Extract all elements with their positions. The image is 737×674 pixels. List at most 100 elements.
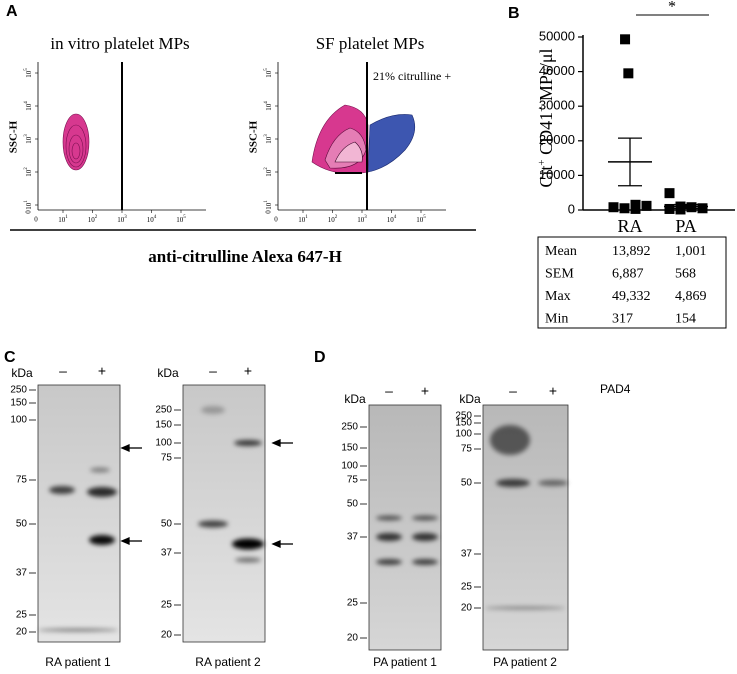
y-tick-label: 104 [24, 101, 32, 111]
x-tick-label: 101 [298, 215, 308, 223]
band [235, 557, 261, 563]
tick-exponent: 3 [24, 134, 29, 137]
band [485, 606, 565, 610]
tick-exponent: 1 [24, 200, 29, 203]
label-part: CD41 [536, 112, 556, 160]
band [376, 515, 402, 521]
blot-image [182, 384, 266, 643]
blot-image [37, 384, 121, 643]
band [412, 559, 438, 565]
y-tick-label: 101 [264, 200, 272, 210]
x-tick-label: 0 [34, 216, 38, 224]
tick-exponent: 4 [154, 215, 157, 220]
tick-base: 10 [25, 136, 33, 144]
blot-bands [376, 515, 438, 565]
marker-label: 25 [461, 582, 473, 593]
table-border [537, 236, 727, 329]
marker-label: 150 [155, 420, 172, 431]
x-tick-label: 105 [416, 215, 426, 223]
cell: 1,001 [675, 244, 707, 259]
band [201, 406, 225, 414]
marker-label: 20 [161, 630, 173, 641]
y-tick-label: 102 [24, 167, 32, 177]
marker-label: 250 [341, 422, 358, 433]
marker-label: 25 [347, 598, 359, 609]
blot-image [368, 404, 442, 651]
marker-label: 20 [347, 633, 359, 644]
tick-base: 10 [265, 202, 273, 210]
tick-exponent: 5 [264, 68, 269, 71]
row-label: Mean [545, 244, 577, 259]
lane-label: – [59, 363, 67, 379]
tick-base: 10 [25, 103, 33, 111]
point [620, 34, 631, 45]
tick-base: 10 [58, 216, 66, 224]
blot-bands [38, 467, 118, 632]
tick-base: 10 [25, 169, 33, 177]
point [630, 203, 641, 214]
point [619, 203, 630, 214]
lane-label: – [509, 383, 517, 399]
band [49, 486, 75, 494]
x-tick-label: 0 [274, 216, 278, 224]
band [490, 425, 530, 455]
marker-label: 50 [461, 478, 473, 489]
blot-caption: PA patient 2 [493, 655, 557, 669]
x-tick-label: PA [675, 216, 696, 236]
y-tick-label: 101 [24, 200, 32, 210]
point [608, 202, 619, 213]
lane-label: – [209, 363, 217, 379]
label-part: Cit [536, 166, 556, 188]
x-tick-label: 103 [117, 215, 127, 223]
point [664, 203, 675, 214]
marker-label: 250 [455, 411, 472, 422]
tick-base: 10 [357, 216, 365, 224]
x-tick-label: 105 [176, 215, 186, 223]
marker-label: 37 [461, 549, 473, 560]
lane-label: + [98, 363, 106, 379]
marker-label: 100 [10, 415, 27, 426]
annotation: 21% citrulline + [373, 69, 451, 83]
tick-base: 10 [387, 216, 395, 224]
lane-label: + [244, 363, 252, 379]
contour [62, 113, 90, 171]
point [675, 204, 686, 215]
tick-exponent: 2 [24, 167, 29, 170]
y-tick-label: 105 [264, 68, 272, 78]
y-tick-label: 0 [265, 210, 273, 214]
y-tick-label: 105 [24, 68, 32, 78]
blot-bands [198, 406, 264, 563]
x-tick-label: RA [617, 216, 642, 236]
marker-label: 150 [455, 418, 472, 429]
cell: 49,332 [612, 289, 651, 304]
marker-label: 37 [161, 548, 173, 559]
point [641, 200, 652, 211]
marker-label: 50 [161, 519, 173, 530]
superscript: + [536, 106, 548, 112]
y-axis-label: SSC-H [248, 120, 260, 153]
y-tick-label: 103 [24, 134, 32, 144]
panel-label: C [4, 349, 16, 366]
band [538, 480, 568, 486]
tick-base: 10 [176, 216, 184, 224]
band [496, 479, 530, 487]
band [232, 538, 264, 550]
tick-exponent: 3 [124, 215, 127, 220]
marker-label: 250 [10, 385, 27, 396]
marker-label: 50 [16, 519, 28, 530]
lane-label: + [421, 383, 429, 399]
tick-exponent: 3 [264, 134, 269, 137]
contour [311, 104, 416, 174]
y-tick-label: 30000 [539, 98, 575, 113]
marker-label: 20 [16, 627, 28, 638]
tick-exponent: 1 [305, 215, 308, 220]
marker-label: 75 [461, 444, 473, 455]
band [87, 487, 117, 497]
arrow [120, 439, 293, 548]
x-axis-label: anti-citrulline Alexa 647-H [148, 247, 342, 266]
y-tick-label: 10000 [539, 167, 575, 182]
cell: 154 [675, 312, 696, 327]
band [412, 533, 438, 541]
band [198, 520, 228, 528]
band [38, 628, 118, 632]
